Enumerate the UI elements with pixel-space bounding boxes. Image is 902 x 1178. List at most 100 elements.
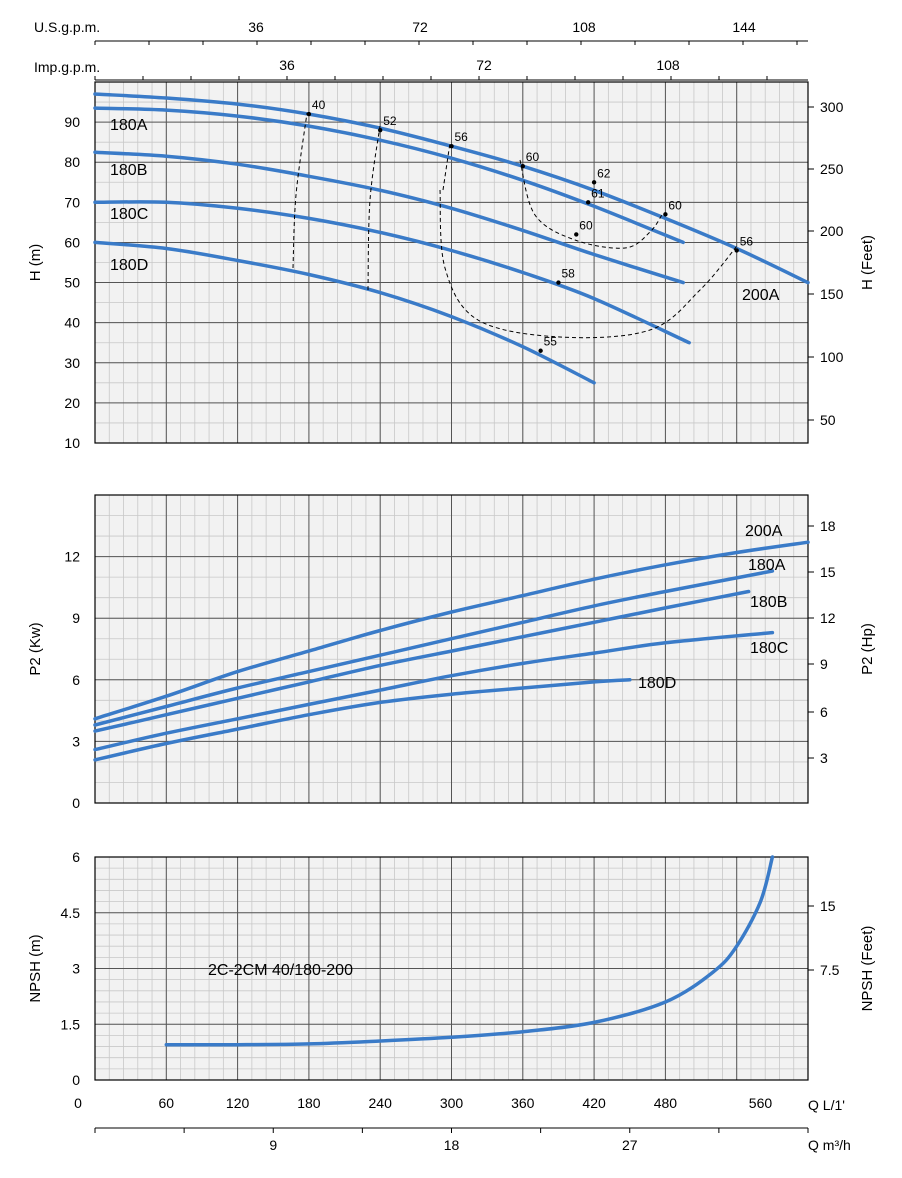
efficiency-point <box>585 200 591 205</box>
y-tick-label: 3 <box>72 961 80 977</box>
efficiency-point <box>306 111 312 117</box>
efficiency-label: 55 <box>544 335 558 349</box>
top-scales: U.S.g.p.m. 36 72 108 144 Imp.g.p.m. 36 72 108 <box>34 19 808 81</box>
series-label: 180C <box>110 206 148 223</box>
efficiency-label: 56 <box>455 130 469 144</box>
series-line <box>164 855 775 1047</box>
series-line <box>93 589 751 733</box>
efficiency-point <box>538 348 543 353</box>
efficiency-point <box>556 280 561 285</box>
series-line <box>93 150 685 285</box>
y-right-tick-label: 200 <box>820 223 844 239</box>
y-tick-label: 4.5 <box>61 905 81 921</box>
y-tick-label: 40 <box>64 315 80 331</box>
m3h-tick-label: 18 <box>444 1137 460 1153</box>
y-right-tick-label: 15 <box>820 898 836 914</box>
y-right-tick-label: 300 <box>820 99 844 115</box>
y-tick-label: 80 <box>64 154 80 170</box>
efficiency-line <box>439 189 738 339</box>
y-tick-label: 9 <box>72 610 80 626</box>
y-axis-title: H (m) <box>27 244 44 282</box>
series-label: 180B <box>750 594 787 611</box>
series-label: 180A <box>748 557 786 574</box>
usgpm-tick-label: 36 <box>248 19 264 35</box>
power-panel: 0 3 6 9 12 3 6 9 12 15 18 P2 (Kw) P2 (Hp) 200A 180A 180… <box>27 494 876 811</box>
series-label: 180D <box>110 257 148 274</box>
q-m3h-label: Q m³/h <box>808 1137 851 1153</box>
panel-frame <box>94 81 809 444</box>
y-tick-label: 20 <box>64 395 80 411</box>
x-tick-label: 420 <box>582 1095 606 1111</box>
series-label: 180D <box>638 675 676 692</box>
y-tick-label: 1.5 <box>61 1016 81 1032</box>
x-tick-label: 0 <box>74 1095 82 1111</box>
head-panel: 10 20 30 40 50 60 70 80 90 50 100 150 200 250 300 H (m)… <box>27 81 876 451</box>
efficiency-point <box>520 164 525 169</box>
efficiency-label: 58 <box>561 267 575 281</box>
efficiency-point <box>734 248 739 253</box>
efficiency-label: 60 <box>579 218 593 232</box>
x-tick-label: 560 <box>749 1095 773 1111</box>
efficiency-label: 40 <box>312 98 326 112</box>
series-label: 200A <box>742 287 780 304</box>
y-right-tick-label: 50 <box>820 412 836 428</box>
y-tick-label: 30 <box>64 355 80 371</box>
y-tick-label: 10 <box>64 435 80 451</box>
series-line <box>93 240 596 385</box>
y-axis-title-right: H (Feet) <box>859 235 876 290</box>
series-label: 200A <box>745 523 783 540</box>
q-lmin-label: Q L/1' <box>808 1097 845 1113</box>
y-tick-label: 60 <box>64 234 80 250</box>
m3h-tick-label: 9 <box>269 1137 277 1153</box>
y-axis-title: P2 (Kw) <box>27 622 44 675</box>
y-right-tick-label: 12 <box>820 610 836 626</box>
y-axis-title-right: P2 (Hp) <box>859 623 876 675</box>
series-line <box>93 540 810 721</box>
series-label: 180C <box>750 640 788 657</box>
usgpm-label: U.S.g.p.m. <box>34 19 100 35</box>
y-right-tick-label: 9 <box>820 656 828 672</box>
y-tick-label: 6 <box>72 672 80 688</box>
usgpm-tick-label: 72 <box>412 19 428 35</box>
y-right-tick-label: 100 <box>820 349 844 365</box>
x-tick-label: 120 <box>226 1095 250 1111</box>
efficiency-label: 52 <box>383 114 397 128</box>
y-right-tick-label: 3 <box>820 750 828 766</box>
bottom-scales: Q L/1' 9 18 27 Q m³/h <box>94 1097 851 1153</box>
x-tick-label: 480 <box>654 1095 678 1111</box>
panel-frame <box>94 494 809 804</box>
y-right-tick-label: 18 <box>820 518 836 534</box>
efficiency-line <box>367 125 381 291</box>
series-line <box>93 678 632 762</box>
efficiency-line <box>292 112 308 269</box>
y-right-tick-label: 250 <box>820 161 844 177</box>
efficiency-label: 60 <box>668 198 682 212</box>
y-axis-title-right: NPSH (Feet) <box>859 926 876 1012</box>
impgpm-tick-label: 108 <box>656 57 680 73</box>
efficiency-point <box>663 212 668 217</box>
series-line <box>93 200 691 345</box>
y-tick-label: 70 <box>64 194 80 210</box>
efficiency-label: 56 <box>740 234 754 248</box>
x-tick-label: 60 <box>159 1095 175 1111</box>
usgpm-tick-label: 144 <box>732 19 756 35</box>
y-tick-label: 50 <box>64 275 80 291</box>
x-tick-label: 360 <box>511 1095 535 1111</box>
efficiency-line <box>519 159 664 249</box>
x-tick-label: 180 <box>297 1095 321 1111</box>
y-right-tick-label: 15 <box>820 564 836 580</box>
efficiency-label: 60 <box>526 150 540 164</box>
m3h-tick-label: 27 <box>622 1137 638 1153</box>
x-tick-label: 240 <box>369 1095 393 1111</box>
y-tick-label: 12 <box>64 549 80 565</box>
y-right-tick-label: 7.5 <box>820 962 840 978</box>
series-label: 180A <box>110 117 148 134</box>
npsh-panel: 0 1.5 3 4.5 6 7.5 15 NPSH (m) NPSH (Feet) 2C-2CM … <box>27 849 876 1111</box>
y-tick-label: 90 <box>64 114 80 130</box>
efficiency-label: 61 <box>591 186 605 200</box>
y-tick-label: 0 <box>72 1072 80 1088</box>
series-label: 180B <box>110 162 147 179</box>
y-tick-label: 6 <box>72 849 80 865</box>
efficiency-point <box>378 127 383 133</box>
